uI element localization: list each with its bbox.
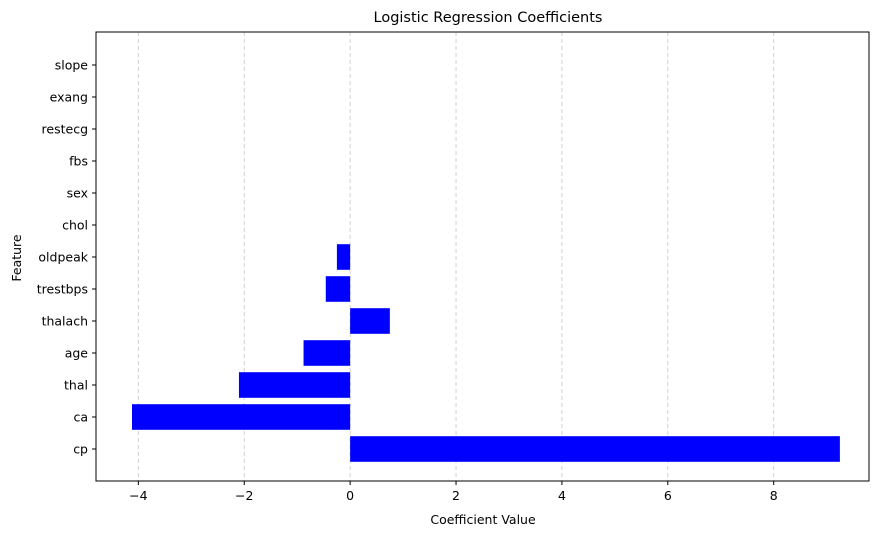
bars — [132, 52, 840, 462]
bar-thalach — [350, 308, 390, 334]
y-tick-label: thalach — [42, 314, 88, 329]
bar-cp — [350, 436, 840, 462]
y-tick-label: age — [65, 346, 89, 361]
x-tick-label: 6 — [664, 488, 672, 503]
x-tick-label: −4 — [129, 488, 147, 503]
bar-thal — [238, 372, 351, 398]
chart-title: Logistic Regression Coefficients — [374, 10, 603, 26]
y-tick-label: restecg — [42, 122, 88, 137]
x-tick-label: 8 — [770, 488, 778, 503]
y-tick-label: slope — [55, 58, 89, 73]
x-tick-label: 2 — [452, 488, 460, 503]
y-tick-label: fbs — [69, 154, 88, 169]
bar-ca — [132, 404, 351, 430]
y-tick-label: oldpeak — [38, 250, 88, 265]
y-tick-label: exang — [50, 90, 88, 105]
y-tick-label: cp — [73, 442, 88, 457]
bar-oldpeak — [336, 244, 351, 270]
x-axis-label: Coefficient Value — [430, 512, 536, 527]
x-axis-ticks: −4 −2 0 2 4 6 8 — [129, 481, 778, 503]
y-tick-label: thal — [64, 378, 88, 393]
x-tick-label: −2 — [235, 488, 253, 503]
x-tick-label: 0 — [346, 488, 354, 503]
y-tick-label: sex — [67, 186, 88, 201]
bar-age — [303, 340, 351, 366]
y-tick-label: trestbps — [37, 282, 88, 297]
bar-trestbps — [325, 276, 351, 302]
x-tick-label: 4 — [558, 488, 566, 503]
y-tick-label: ca — [73, 410, 88, 425]
y-axis-label: Feature — [9, 234, 24, 282]
y-tick-label: chol — [62, 218, 88, 233]
y-axis-ticks: cp ca thal age thalach trestbps oldpeak chol sex… — [37, 58, 96, 457]
